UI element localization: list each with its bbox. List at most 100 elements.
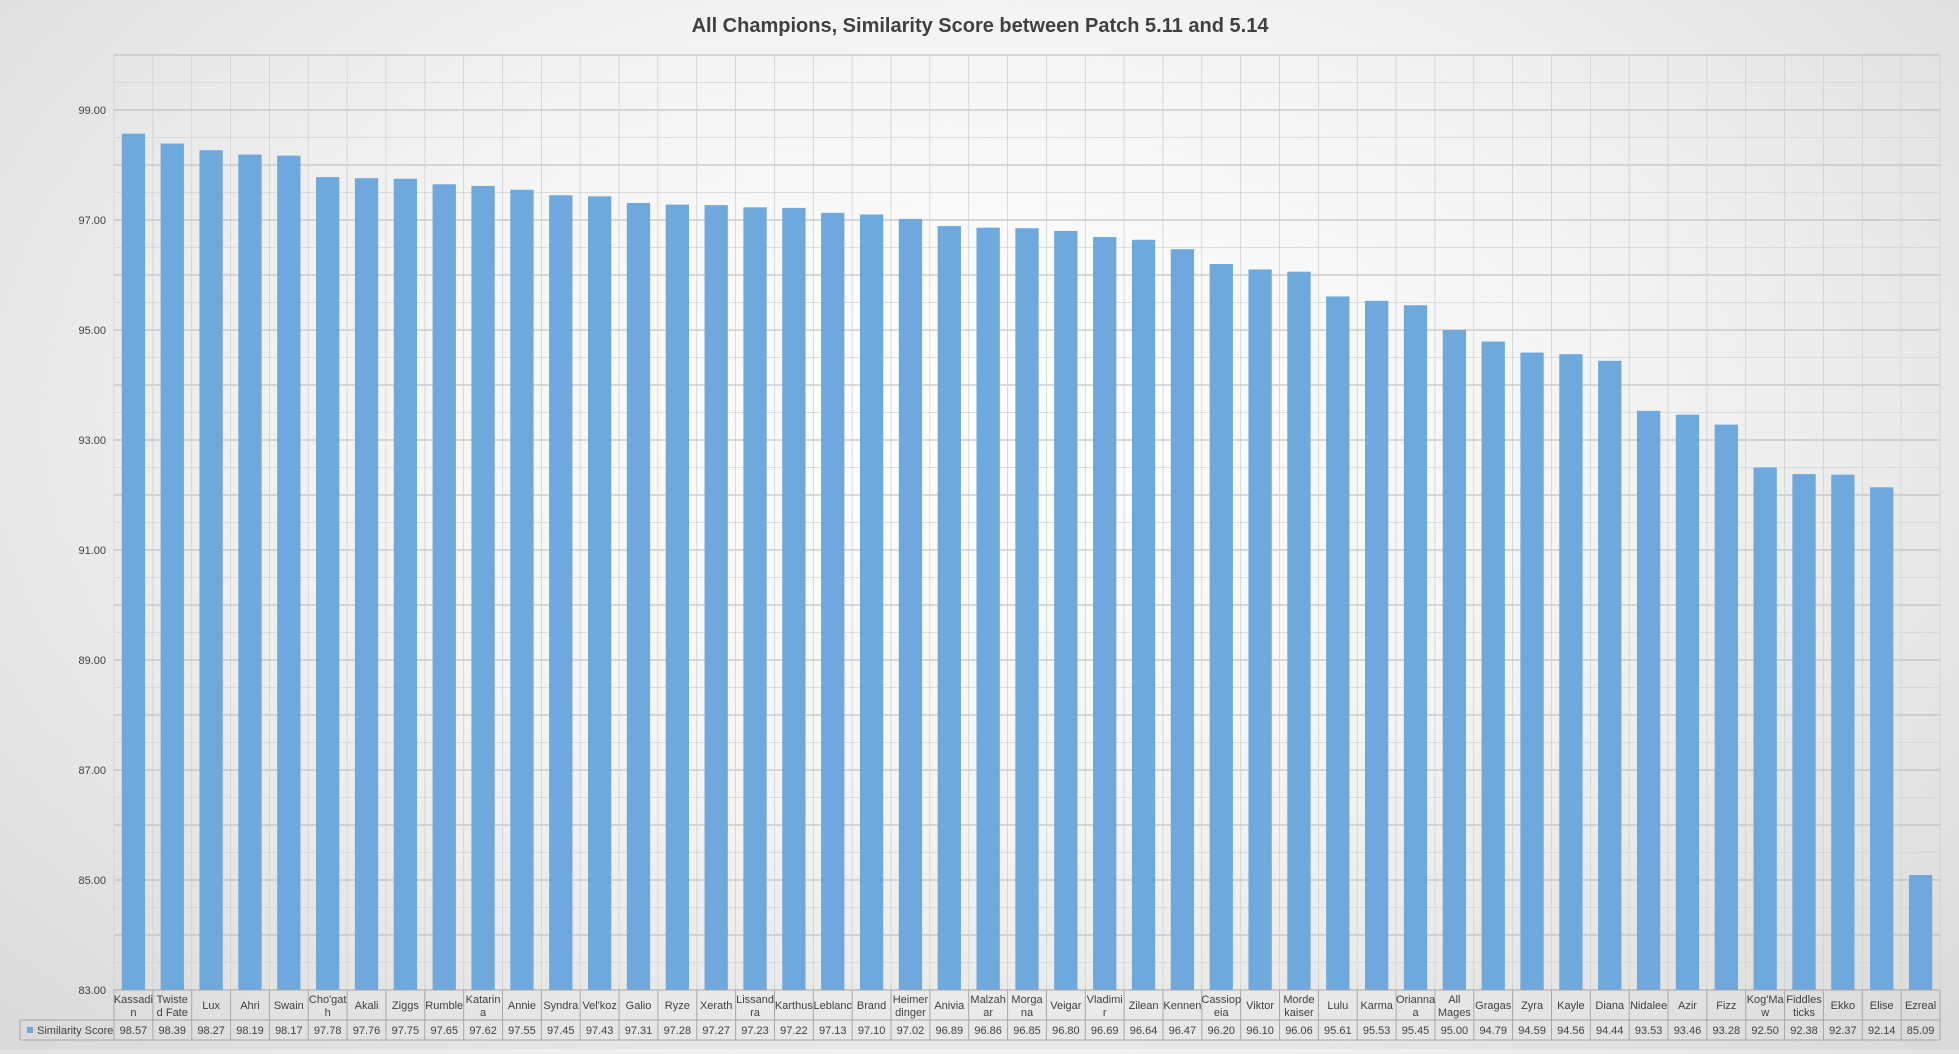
bar-45 (1870, 487, 1894, 990)
value-label: 85.09 (1907, 1025, 1935, 1037)
category-label: Kayle (1557, 1000, 1585, 1012)
category-label: Diana (1595, 1000, 1625, 1012)
category-label: Cassiop eia (1201, 994, 1241, 1019)
value-label: 96.69 (1091, 1025, 1119, 1037)
y-tick-label: 93.00 (78, 435, 106, 447)
y-tick-label: 91.00 (78, 545, 106, 557)
category-label-line: ticks (1793, 1007, 1816, 1019)
value-label: 97.55 (508, 1025, 536, 1037)
y-tick-label: 83.00 (78, 985, 106, 997)
y-axis-tick-labels: 83.00 85.00 87.00 89.00 91.00 93.00 95.00 97.00… (78, 105, 106, 997)
category-label: Azir (1678, 1000, 1697, 1012)
value-label: 97.27 (702, 1025, 730, 1037)
category-label-line: Heimer (893, 994, 929, 1006)
y-tick-label: 85.00 (78, 875, 106, 887)
value-label: 96.47 (1169, 1025, 1197, 1037)
bar-43 (1792, 474, 1816, 991)
category-label: Galio (626, 1000, 652, 1012)
bar-3 (238, 154, 262, 991)
bar-31 (1326, 296, 1350, 990)
value-label: 97.13 (819, 1025, 847, 1037)
value-label: 97.28 (664, 1025, 692, 1037)
bars (121, 133, 1933, 991)
bar-8 (432, 184, 456, 990)
value-label: 94.59 (1518, 1025, 1546, 1037)
category-label: Ahri (240, 1000, 260, 1012)
category-label: Syndra (543, 1000, 579, 1012)
bar-36 (1520, 352, 1544, 990)
bar-30 (1287, 271, 1311, 990)
y-tick-label: 89.00 (78, 655, 106, 667)
legend-key (27, 1027, 33, 1033)
category-label: All Mages (1438, 994, 1472, 1019)
category-label-line: Cassiop (1201, 994, 1241, 1006)
category-label-line: eia (1214, 1007, 1230, 1019)
category-label: Fizz (1716, 1000, 1736, 1012)
category-label: Viktor (1246, 1000, 1274, 1012)
value-label: 98.57 (120, 1025, 148, 1037)
value-label: 96.10 (1246, 1025, 1274, 1037)
value-label: 94.56 (1557, 1025, 1585, 1037)
category-label: Morde kaiser (1283, 994, 1314, 1019)
category-label-line: kaiser (1284, 1007, 1314, 1019)
bar-11 (549, 195, 573, 990)
value-label: 92.38 (1790, 1025, 1818, 1037)
y-tick-label: 95.00 (78, 325, 106, 337)
category-label: Vel'koz (582, 1000, 617, 1012)
category-label-line: h (325, 1007, 331, 1019)
bar-6 (354, 178, 379, 990)
bar-23 (1015, 228, 1039, 990)
category-label: Veigar (1050, 1000, 1082, 1012)
category-label: Katarin a (466, 994, 501, 1019)
category-label-line: Twiste (157, 994, 188, 1006)
category-label: Fiddles ticks (1786, 994, 1822, 1019)
category-label: Lulu (1327, 1000, 1348, 1012)
category-label: Annie (508, 1000, 536, 1012)
category-label: Akali (355, 1000, 379, 1012)
bar-35 (1481, 341, 1505, 990)
bar-13 (626, 202, 651, 990)
category-label-line: Morga (1011, 994, 1043, 1006)
bar-39 (1636, 410, 1661, 991)
value-label: 98.39 (159, 1025, 187, 1037)
bar-9 (471, 185, 495, 990)
bar-0 (121, 133, 146, 990)
category-label-line: Katarin (466, 994, 501, 1006)
value-label: 94.79 (1479, 1025, 1507, 1037)
category-label: Vladimi r (1087, 994, 1123, 1019)
value-label: 92.50 (1751, 1025, 1779, 1037)
bar-19 (859, 214, 884, 990)
bar-46 (1908, 875, 1933, 990)
value-label: 97.78 (314, 1025, 342, 1037)
category-label: Zilean (1129, 1000, 1159, 1012)
bar-38 (1598, 360, 1622, 990)
category-label-line: w (1760, 1007, 1769, 1019)
category-label: Kassadi n (114, 994, 153, 1019)
bar-20 (898, 218, 923, 990)
category-label: Xerath (700, 1000, 732, 1012)
value-label: 97.10 (858, 1025, 886, 1037)
category-label: Ekko (1831, 1000, 1855, 1012)
value-label: 95.00 (1441, 1025, 1469, 1037)
category-label: Karma (1360, 1000, 1393, 1012)
category-label: Brand (857, 1000, 886, 1012)
bar-24 (1054, 231, 1078, 990)
category-label-line: Fiddles (1786, 994, 1822, 1006)
value-label: 95.45 (1402, 1025, 1430, 1037)
chart-title: All Champions, Similarity Score between … (692, 15, 1270, 37)
category-label-line: Vladimi (1087, 994, 1123, 1006)
value-label: 97.75 (392, 1025, 420, 1037)
category-label: Malzah ar (970, 994, 1005, 1019)
value-label: 97.45 (547, 1025, 575, 1037)
category-label: Kennen (1163, 1000, 1201, 1012)
bar-28 (1209, 264, 1233, 990)
bar-26 (1131, 239, 1156, 991)
bar-44 (1831, 474, 1855, 990)
value-label: 97.65 (430, 1025, 458, 1037)
category-label-line: All (1448, 994, 1460, 1006)
value-label: 93.28 (1713, 1025, 1741, 1037)
value-label: 97.23 (741, 1025, 769, 1037)
value-label: 97.76 (353, 1025, 381, 1037)
value-label: 92.14 (1868, 1025, 1896, 1037)
